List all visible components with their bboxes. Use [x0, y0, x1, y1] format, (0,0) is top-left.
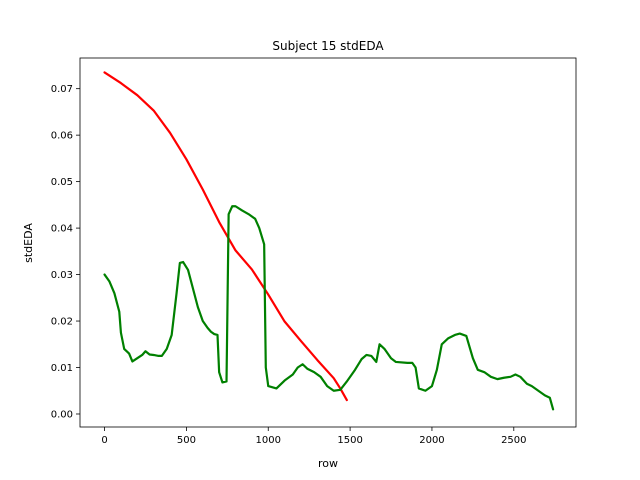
x-tick-label-5: 2500: [501, 435, 526, 446]
x-axis-title: row: [318, 457, 338, 470]
x-tick-label-1: 500: [177, 435, 196, 446]
y-tick-label-0: 0.00: [51, 409, 73, 420]
x-tick-label-3: 1500: [337, 435, 362, 446]
x-tick-label-4: 2000: [419, 435, 444, 446]
y-tick-label-4: 0.04: [51, 224, 73, 235]
series-line-1: [103, 205, 555, 411]
plot-layer: 0 500 1000 1500 2000 2500 0.00 0.01 0.02 0.03 0.04…: [51, 57, 577, 446]
y-tick-label-5: 0.05: [51, 177, 73, 188]
y-tick-label-2: 0.02: [51, 317, 73, 328]
y-axis-title: stdEDA: [22, 223, 35, 263]
chart-title: Subject 15 stdEDA: [272, 39, 384, 53]
x-tick-label-0: 0: [101, 435, 107, 446]
y-tick-label-3: 0.03: [51, 270, 73, 281]
y-tick-label-6: 0.06: [51, 131, 73, 142]
axes-frame: [79, 57, 577, 428]
x-tick-label-2: 1000: [256, 435, 281, 446]
y-tick-label-7: 0.07: [51, 84, 73, 95]
y-tick-label-1: 0.01: [51, 363, 73, 374]
series-line-0: [103, 71, 348, 402]
